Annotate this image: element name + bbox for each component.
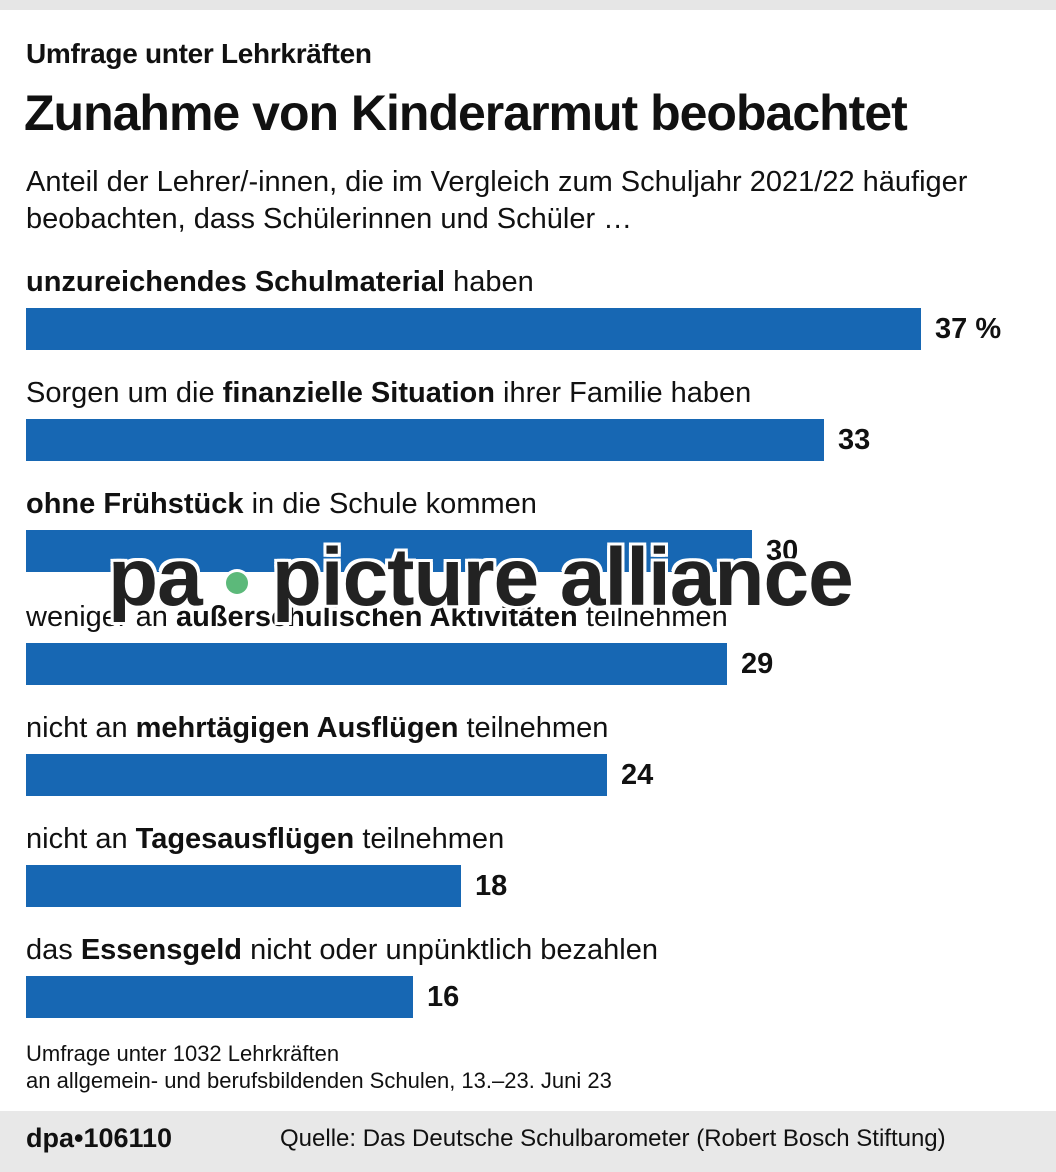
label-bold: finanzielle Situation: [222, 377, 495, 409]
note-line-1: Umfrage unter 1032 Lehrkräften: [26, 1041, 340, 1066]
bar-row: unzureichendes Schulmaterial haben 37 %: [26, 262, 1036, 350]
label-post: teilnehmen: [577, 601, 728, 633]
bar-value: 33: [838, 424, 871, 456]
bar-row: das Essensgeld nicht oder unpünktlich be…: [26, 930, 1036, 1018]
bar-value: 29: [741, 648, 774, 680]
label-post: nicht oder unpünktlich bezahlen: [242, 934, 658, 966]
bar-track: 24: [26, 754, 1036, 796]
label-bold: außerschulischen Aktivitäten: [175, 601, 578, 633]
bar-label: Sorgen um die finanzielle Situation ihre…: [26, 373, 1036, 413]
bar: [26, 530, 752, 572]
bar-row: nicht an mehrtägigen Ausflügen teilnehme…: [26, 708, 1036, 796]
bar: [26, 643, 727, 685]
label-pre: das: [26, 934, 81, 966]
bar-label: weniger an außerschulischen Aktivitäten …: [26, 597, 1036, 637]
top-border: [0, 0, 1056, 10]
bar: [26, 754, 607, 796]
label-post: haben: [445, 266, 534, 298]
bar-row: Sorgen um die finanzielle Situation ihre…: [26, 373, 1036, 461]
chart-title: Zunahme von Kinderarmut beobachtet: [24, 85, 908, 141]
bar-value: 18: [475, 870, 508, 902]
bar-track: 29: [26, 643, 1036, 685]
label-pre: nicht an: [26, 823, 136, 855]
bar: [26, 419, 824, 461]
note-line-2: an allgemein- und berufsbildenden Schule…: [26, 1068, 612, 1093]
chart-subtitle: Anteil der Lehrer/-innen, die im Verglei…: [26, 166, 968, 235]
bar-value: 37 %: [935, 313, 1002, 345]
label-post: teilnehmen: [458, 712, 609, 744]
bar-label: nicht an mehrtägigen Ausflügen teilnehme…: [26, 708, 1036, 748]
bar-track: 16: [26, 976, 1036, 1018]
label-bold: mehrtägigen Ausflügen: [135, 712, 459, 744]
label-pre: Sorgen um die: [26, 377, 223, 409]
graphic-id: dpa•106110: [26, 1123, 173, 1153]
label-pre: nicht an: [26, 712, 136, 744]
label-pre: weniger an: [26, 601, 176, 633]
label-post: ihrer Familie haben: [494, 377, 752, 409]
label-bold: Essensgeld: [80, 934, 243, 966]
watermark-dot-icon: [225, 572, 248, 595]
bar-label: das Essensgeld nicht oder unpünktlich be…: [26, 930, 1036, 970]
bar: [26, 865, 461, 907]
bar-value: 30: [766, 535, 799, 567]
watermark-left: pa: [108, 532, 203, 623]
label-post: teilnehmen: [354, 823, 505, 855]
bar-label: unzureichendes Schulmaterial haben: [26, 262, 1036, 302]
survey-note: Umfrage unter 1032 Lehrkräften an allgem…: [26, 1040, 612, 1094]
label-post: in die Schule kommen: [243, 488, 537, 520]
bar: [26, 976, 413, 1018]
watermark: pa picture alliance: [108, 528, 854, 628]
bar-row: ohne Frühstück in die Schule kommen 30: [26, 484, 1036, 572]
bar: [26, 308, 921, 350]
label-bold: unzureichendes Schulmaterial: [26, 266, 446, 298]
bar-label: ohne Frühstück in die Schule kommen: [26, 484, 1036, 524]
bar-row: weniger an außerschulischen Aktivitäten …: [26, 597, 1036, 685]
bar-value: 24: [621, 759, 654, 791]
bar-value: 16: [427, 981, 460, 1013]
watermark-right: picture alliance: [271, 532, 854, 623]
bar-track: 37 %: [26, 308, 1036, 350]
label-bold: ohne Frühstück: [26, 488, 244, 520]
footer: dpa•106110 Quelle: Das Deutsche Schulbar…: [0, 1111, 1056, 1172]
kicker: Umfrage unter Lehrkräften: [26, 38, 372, 69]
label-bold: Tagesausflügen: [135, 823, 355, 855]
bar-track: 18: [26, 865, 1036, 907]
bar-track: 33: [26, 419, 1036, 461]
source: Quelle: Das Deutsche Schulbarometer (Rob…: [280, 1125, 946, 1152]
bar-row: nicht an Tagesausflügen teilnehmen 18: [26, 819, 1036, 907]
bar-label: nicht an Tagesausflügen teilnehmen: [26, 819, 1036, 859]
bar-track: 30: [26, 530, 1036, 572]
